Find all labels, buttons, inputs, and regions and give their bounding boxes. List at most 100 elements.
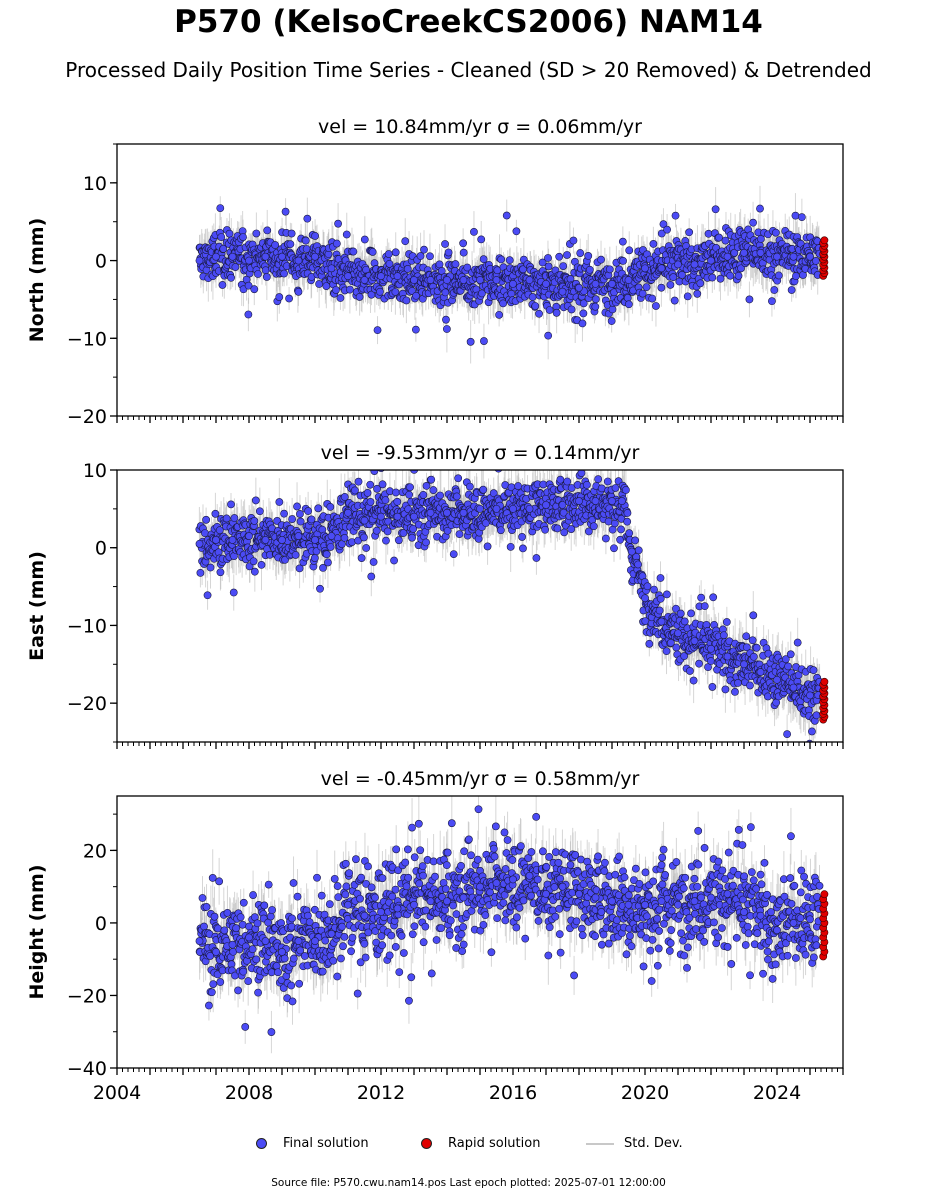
final-point <box>716 274 725 283</box>
final-point <box>254 270 262 278</box>
final-point <box>771 228 780 237</box>
final-point <box>659 220 668 229</box>
final-point <box>454 474 463 483</box>
final-point <box>326 543 335 551</box>
final-point <box>412 291 421 300</box>
final-point <box>591 295 600 304</box>
final-point <box>332 239 341 248</box>
final-point <box>429 486 438 494</box>
final-trend-point <box>476 276 484 284</box>
final-point <box>363 489 372 497</box>
final-point <box>401 237 410 246</box>
final-point <box>244 310 253 319</box>
final-point <box>275 498 284 506</box>
final-point <box>436 491 445 500</box>
final-point <box>671 211 680 220</box>
final-point <box>757 234 765 243</box>
final-point <box>354 477 363 486</box>
final-point <box>696 279 705 288</box>
final-point <box>715 233 723 242</box>
final-point <box>584 252 593 260</box>
chart-panel-1: −20 −10 0 10 vel = 10.84mm/yr σ = 0.06mm/yr N… <box>26 116 844 428</box>
final-point <box>578 319 587 328</box>
final-point <box>737 264 745 273</box>
final-point <box>245 562 254 571</box>
final-point <box>642 283 651 291</box>
final-point <box>285 294 293 303</box>
final-point <box>770 286 779 294</box>
final-point <box>281 207 290 216</box>
final-point <box>314 504 323 513</box>
final-point <box>324 558 332 567</box>
final-point <box>459 248 468 257</box>
final-trend-point <box>212 252 220 261</box>
final-point <box>495 310 504 319</box>
final-point <box>251 496 260 505</box>
final-point <box>420 245 428 254</box>
final-point <box>657 229 666 238</box>
final-point <box>231 263 240 271</box>
final-point <box>345 285 354 294</box>
final-point <box>505 256 514 265</box>
final-point <box>271 241 280 249</box>
final-point <box>340 534 349 542</box>
final-point <box>422 538 430 547</box>
final-point <box>544 331 553 340</box>
final-point <box>357 554 366 562</box>
final-point <box>332 286 340 294</box>
final-point <box>657 283 666 292</box>
final-point <box>384 250 393 258</box>
final-trend-point <box>591 279 600 288</box>
final-point <box>250 567 259 576</box>
final-point <box>275 293 284 301</box>
final-point <box>416 252 425 260</box>
final-point <box>638 289 647 298</box>
final-point <box>652 302 660 310</box>
final-point <box>477 235 486 244</box>
figure-subtitle: Processed Daily Position Time Series - C… <box>65 58 872 82</box>
final-point <box>295 564 304 573</box>
final-trend-point <box>525 276 534 284</box>
final-point <box>624 300 633 309</box>
final-point <box>552 308 561 317</box>
final-point <box>394 536 403 545</box>
final-point <box>202 515 211 524</box>
final-point <box>618 237 627 246</box>
final-point <box>591 302 600 311</box>
final-point <box>261 266 270 275</box>
final-point <box>538 258 547 267</box>
final-point <box>683 292 692 301</box>
final-point <box>360 235 369 244</box>
final-point <box>222 514 231 523</box>
final-point <box>670 296 679 305</box>
final-trend-point <box>327 264 336 273</box>
final-point <box>366 480 375 489</box>
final-trend-point <box>410 276 418 284</box>
final-point <box>451 260 460 268</box>
final-point <box>435 260 444 269</box>
final-point <box>441 288 450 297</box>
final-point <box>368 248 377 256</box>
final-point <box>393 497 402 506</box>
rapid-point <box>820 236 829 245</box>
final-point <box>745 295 754 304</box>
final-point <box>443 526 452 535</box>
final-trend-point <box>608 279 616 288</box>
final-point <box>559 262 568 271</box>
y-tick-label: 0 <box>95 251 107 273</box>
final-point <box>685 228 694 237</box>
final-point <box>294 287 303 296</box>
final-point <box>239 233 247 241</box>
final-point <box>218 281 227 289</box>
final-point <box>360 533 368 542</box>
final-point <box>480 337 488 345</box>
final-point <box>373 484 381 493</box>
final-trend-point <box>459 276 468 284</box>
final-point <box>463 263 472 272</box>
final-point <box>366 498 375 506</box>
final-point <box>206 563 215 572</box>
final-point <box>502 211 511 220</box>
final-trend-point <box>278 252 286 261</box>
y-tick-label: −20 <box>67 406 107 428</box>
